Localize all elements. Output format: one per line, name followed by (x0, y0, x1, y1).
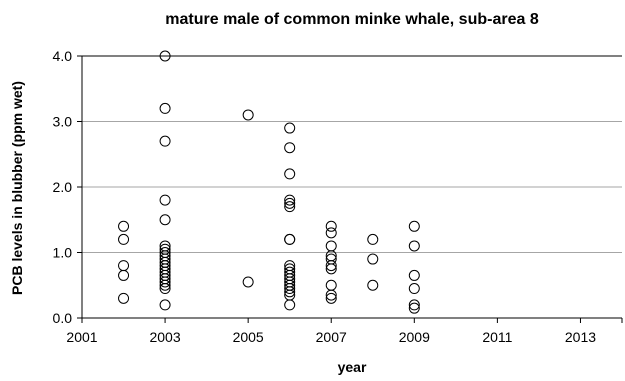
data-point (367, 279, 379, 291)
data-point (159, 194, 171, 206)
y-tick-label: 0.0 (53, 310, 73, 326)
data-point (325, 260, 337, 272)
data-point (159, 102, 171, 114)
data-point (118, 269, 130, 281)
data-point (325, 263, 337, 275)
data-point (242, 276, 254, 288)
data-point (284, 142, 296, 154)
data-point (284, 168, 296, 180)
data-point (408, 283, 420, 295)
x-tick-label: 2005 (233, 329, 264, 345)
data-point (284, 194, 296, 206)
data-point (284, 283, 296, 295)
data-point (159, 283, 171, 295)
data-point (325, 240, 337, 252)
data-point (325, 289, 337, 301)
x-axis-label: year (338, 359, 367, 375)
x-tick-label: 2013 (565, 329, 596, 345)
data-point (118, 260, 130, 272)
data-point (284, 233, 296, 245)
data-point (408, 220, 420, 232)
data-point (159, 214, 171, 226)
data-point (408, 240, 420, 252)
x-tick-label: 2001 (66, 329, 97, 345)
y-tick-labels: 0.0 1.0 2.0 3.0 4.0 (53, 48, 73, 326)
data-point (242, 109, 254, 121)
data-point (118, 220, 130, 232)
data-point (408, 269, 420, 281)
data-point (284, 201, 296, 213)
plot-frame (77, 55, 623, 323)
x-tick-labels: 2001 2003 2005 2007 2009 2011 2013 (66, 329, 596, 345)
data-point (159, 279, 171, 291)
data-point (325, 227, 337, 239)
x-tick-label: 2009 (399, 329, 430, 345)
x-tick-label: 2007 (316, 329, 347, 345)
data-point (325, 220, 337, 232)
data-point (325, 279, 337, 291)
y-axis-label: PCB levels in blubber (ppm wet) (9, 81, 25, 295)
gridlines (82, 121, 622, 253)
data-point (408, 299, 420, 311)
data-point (284, 286, 296, 298)
data-point (408, 302, 420, 314)
data-point (367, 253, 379, 265)
y-tick-label: 3.0 (53, 114, 73, 130)
y-tick-label: 4.0 (53, 48, 73, 64)
data-points (118, 50, 420, 314)
data-point (118, 233, 130, 245)
data-point (159, 276, 171, 288)
data-point (284, 122, 296, 134)
y-tick-label: 1.0 (53, 245, 73, 261)
chart-title: mature male of common minke whale, sub-a… (165, 11, 539, 28)
x-tick-label: 2011 (482, 329, 512, 345)
data-point (325, 292, 337, 304)
y-tick-label: 2.0 (53, 179, 73, 195)
data-point (159, 299, 171, 311)
data-point (284, 299, 296, 311)
x-tick-label: 2003 (149, 329, 180, 345)
data-point (159, 135, 171, 147)
data-point (367, 233, 379, 245)
data-point (118, 292, 130, 304)
data-point (284, 197, 296, 209)
data-point (159, 50, 171, 62)
